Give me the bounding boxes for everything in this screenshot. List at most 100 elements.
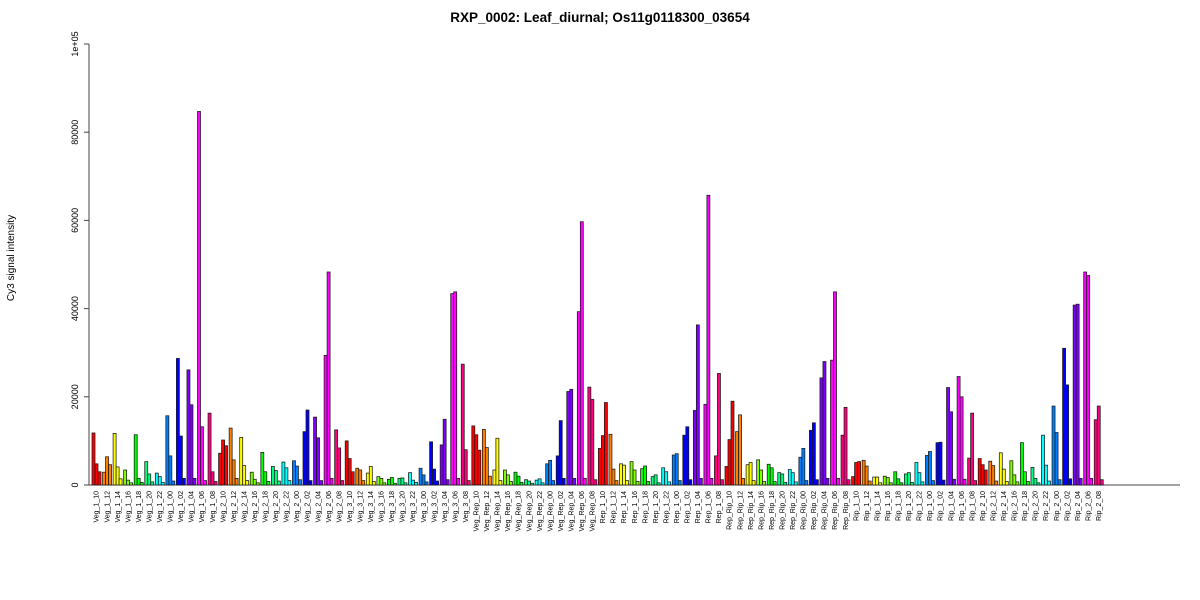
x-tick-label: Veg_1_06 bbox=[199, 491, 206, 523]
bar-series bbox=[91, 111, 1104, 486]
x-tick-label: Rep_1_20 bbox=[653, 491, 660, 523]
x-tick-label: Rep_Rip_18 bbox=[769, 491, 776, 530]
bar bbox=[344, 440, 349, 486]
bar bbox=[614, 480, 619, 486]
bar bbox=[714, 455, 718, 486]
bar bbox=[509, 481, 513, 486]
x-tick-label: Veg_Rep_00 bbox=[547, 491, 554, 532]
bar bbox=[197, 111, 201, 486]
bar bbox=[741, 478, 745, 486]
bar bbox=[896, 478, 901, 486]
bar bbox=[340, 480, 345, 486]
bar bbox=[186, 369, 191, 486]
bar bbox=[527, 480, 531, 486]
bar bbox=[445, 479, 450, 486]
bar bbox=[270, 466, 275, 486]
bar bbox=[463, 449, 468, 486]
bar bbox=[139, 481, 144, 486]
bar bbox=[537, 478, 542, 486]
bar bbox=[347, 458, 352, 486]
bar bbox=[350, 471, 355, 486]
bar bbox=[105, 456, 109, 486]
bar bbox=[766, 463, 771, 486]
bar bbox=[234, 478, 239, 486]
bar bbox=[368, 466, 373, 486]
bar bbox=[358, 469, 363, 486]
bar bbox=[991, 465, 996, 486]
bar bbox=[154, 472, 159, 486]
x-tick-label: Rep_1_18 bbox=[642, 491, 649, 523]
x-tick-label: Veg_2_08 bbox=[336, 491, 343, 523]
bar bbox=[118, 478, 123, 486]
x-tick-label: Rep_Rip_20 bbox=[779, 491, 786, 530]
x-tick-label: Veg_Rep_22 bbox=[537, 491, 544, 532]
bar bbox=[387, 478, 391, 486]
x-tick-label: Rep_1_02 bbox=[685, 491, 692, 523]
bar bbox=[952, 478, 956, 486]
bar bbox=[287, 480, 292, 486]
bar bbox=[176, 358, 180, 486]
bar bbox=[545, 463, 550, 486]
bar bbox=[157, 476, 162, 486]
bar bbox=[643, 465, 647, 486]
bar bbox=[418, 467, 423, 486]
x-tick-label: Rip_1_14 bbox=[874, 491, 881, 521]
bar bbox=[611, 468, 616, 486]
bar bbox=[421, 474, 426, 486]
x-tick-label: Veg_3_22 bbox=[410, 491, 417, 523]
bar bbox=[751, 480, 756, 486]
bar bbox=[408, 472, 412, 486]
bar bbox=[756, 459, 761, 486]
x-tick-label: Veg_3_18 bbox=[389, 491, 396, 523]
x-tick-label: Veg_3_14 bbox=[368, 491, 375, 523]
bar bbox=[481, 429, 486, 486]
bar bbox=[640, 468, 644, 486]
bar bbox=[703, 403, 708, 486]
bar bbox=[790, 472, 795, 486]
bar bbox=[203, 480, 207, 486]
y-tick-label: 80000 bbox=[70, 120, 80, 145]
bar bbox=[717, 373, 721, 486]
x-tick-label: Veg_Rep_04 bbox=[568, 491, 575, 532]
bar bbox=[629, 461, 634, 486]
bar bbox=[920, 481, 925, 486]
bar bbox=[777, 472, 782, 486]
bar bbox=[1072, 304, 1077, 486]
bar bbox=[534, 479, 539, 486]
y-tick-label: 1e+05 bbox=[70, 31, 80, 56]
bar bbox=[632, 469, 637, 486]
bar bbox=[582, 478, 587, 486]
bar bbox=[664, 471, 669, 486]
bar bbox=[298, 479, 302, 486]
bar bbox=[688, 479, 693, 486]
bar bbox=[619, 463, 623, 486]
x-tick-label: Veg_1_10 bbox=[94, 491, 101, 523]
bar bbox=[182, 478, 186, 486]
x-tick-label: Veg_3_08 bbox=[463, 491, 470, 523]
y-tick-label: 60000 bbox=[70, 208, 80, 233]
bar bbox=[724, 466, 729, 486]
x-tick-label: Veg_2_02 bbox=[305, 491, 312, 523]
bar bbox=[608, 433, 613, 486]
bar bbox=[793, 481, 798, 486]
bar bbox=[382, 482, 387, 486]
x-tick-label: Veg_Rep_06 bbox=[579, 491, 586, 532]
bar bbox=[998, 452, 1003, 486]
bar bbox=[867, 480, 872, 486]
bar bbox=[674, 453, 679, 486]
bar bbox=[1075, 303, 1080, 486]
x-tick-label: Veg_3_10 bbox=[347, 491, 354, 523]
bar bbox=[962, 478, 967, 486]
x-tick-label: Veg_2_16 bbox=[252, 491, 259, 523]
bar bbox=[456, 478, 461, 486]
bar bbox=[769, 467, 774, 486]
x-tick-label: Rip_2_18 bbox=[1022, 491, 1029, 521]
bar bbox=[393, 482, 397, 486]
bar bbox=[487, 475, 492, 486]
bar bbox=[762, 481, 767, 486]
bar bbox=[179, 435, 183, 486]
bar bbox=[878, 482, 883, 486]
bar bbox=[503, 469, 507, 486]
bar bbox=[548, 459, 553, 486]
bar bbox=[861, 459, 866, 486]
